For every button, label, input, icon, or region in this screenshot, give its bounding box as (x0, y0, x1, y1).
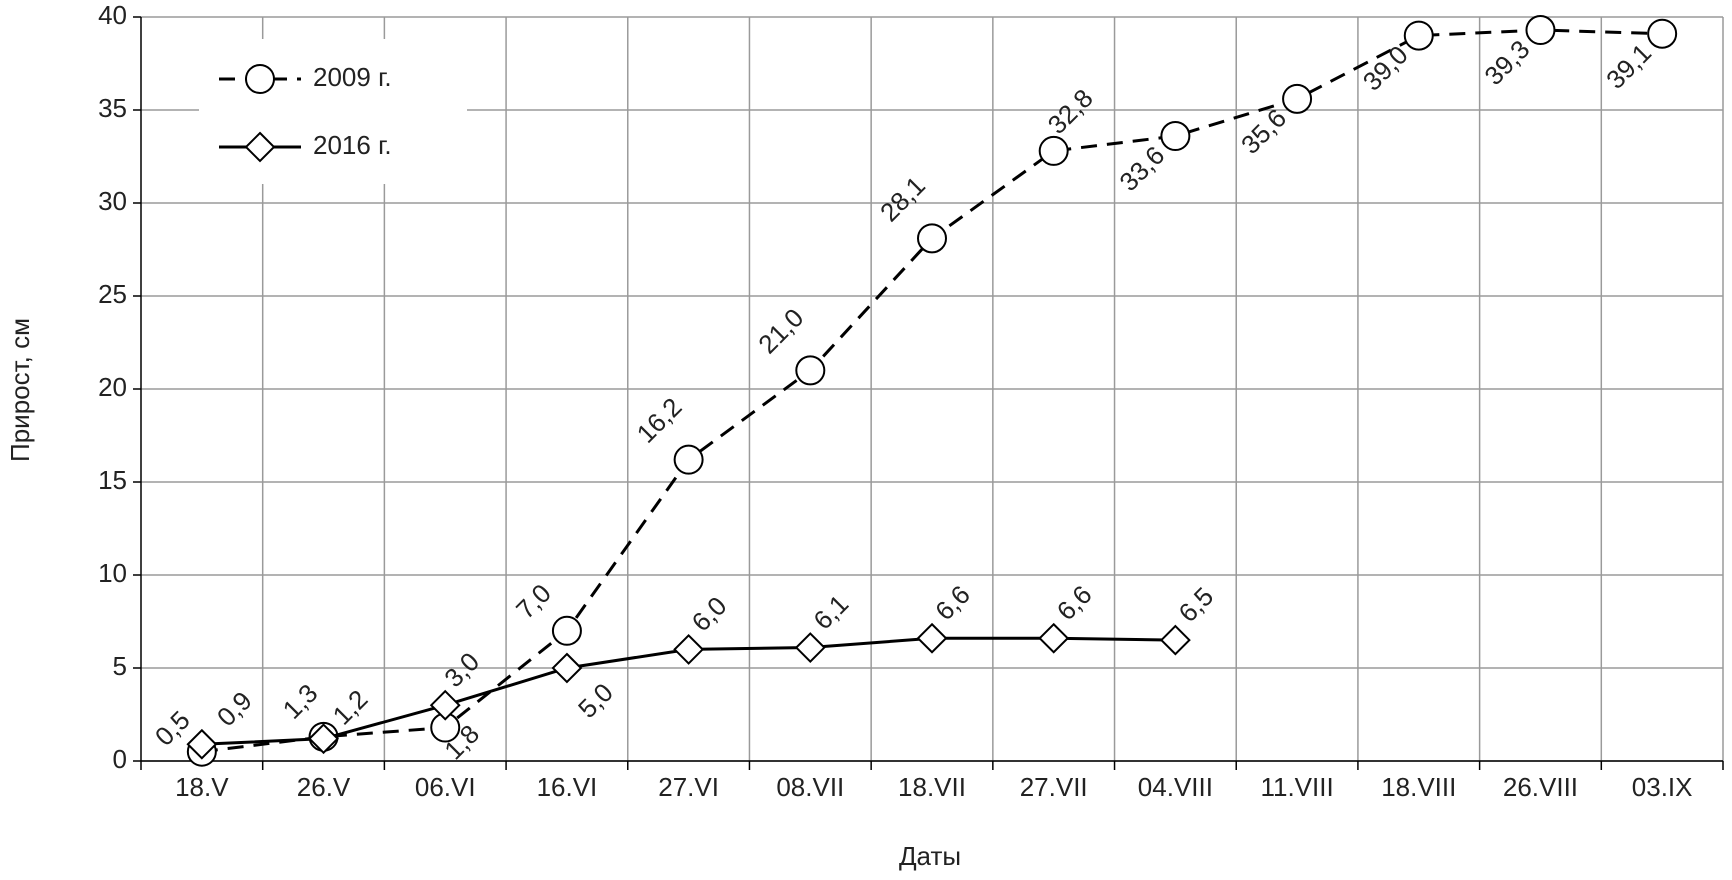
data-label: 35,6 (1235, 103, 1292, 160)
data-label: 6,6 (1051, 579, 1098, 626)
x-tick-label: 18.VIII (1381, 772, 1456, 802)
data-label: 28,1 (874, 170, 931, 227)
y-tick-label: 40 (98, 0, 127, 30)
y-tick-label: 10 (98, 558, 127, 588)
data-point (1282, 83, 1313, 114)
legend-marker (244, 131, 276, 163)
data-point (794, 632, 826, 663)
data-point (551, 652, 583, 684)
y-tick-label: 0 (113, 744, 127, 774)
data-label: 16,2 (631, 392, 688, 449)
data-label: 5,0 (572, 677, 619, 724)
data-label: 6,5 (1172, 581, 1219, 628)
data-point (1038, 135, 1069, 166)
data-label: 3,0 (438, 646, 485, 693)
x-tick-label: 18.VII (898, 772, 966, 802)
data-label: 39,1 (1600, 38, 1657, 95)
x-tick-label: 08.VII (776, 772, 844, 802)
x-tick-label: 26.VIII (1503, 772, 1578, 802)
legend-label: 2016 г. (313, 130, 392, 160)
data-point (795, 355, 826, 386)
data-label: 7,0 (510, 578, 557, 625)
data-label: 33,6 (1113, 140, 1170, 197)
data-point (186, 728, 218, 760)
data-label: 39,0 (1357, 40, 1414, 97)
data-point (551, 615, 582, 646)
data-point (1159, 624, 1191, 656)
x-tick-label: 16.VI (537, 772, 598, 802)
data-point (1525, 15, 1556, 46)
legend-label: 2009 г. (313, 62, 392, 92)
data-label: 21,0 (752, 302, 809, 359)
data-point (916, 622, 948, 654)
data-label: 0,9 (211, 685, 258, 732)
data-point (673, 444, 704, 475)
data-label: 1,2 (327, 684, 374, 731)
data-label: 6,6 (929, 579, 976, 626)
y-tick-label: 35 (98, 93, 127, 123)
data-point (1160, 121, 1191, 152)
data-point (308, 723, 339, 755)
x-tick-label: 18.V (175, 772, 229, 802)
legend-box (199, 39, 467, 184)
x-tick-label: 27.VI (658, 772, 719, 802)
data-point (673, 633, 705, 665)
x-tick-label: 26.V (297, 772, 351, 802)
y-tick-label: 20 (98, 372, 127, 402)
x-axis-title: Даты (899, 841, 961, 871)
y-axis-title: Прирост, см (5, 318, 35, 462)
x-tick-label: 04.VIII (1138, 772, 1213, 802)
y-tick-label: 15 (98, 465, 127, 495)
legend-marker (245, 64, 275, 94)
data-label: 1,3 (277, 678, 324, 725)
x-tick-label: 06.VI (415, 772, 476, 802)
x-tick-label: 03.IX (1632, 772, 1693, 802)
data-label: 39,3 (1478, 34, 1535, 91)
y-tick-label: 30 (98, 186, 127, 216)
data-point (1038, 622, 1070, 654)
data-label: 6,0 (686, 591, 733, 638)
data-point (917, 223, 947, 254)
y-tick-label: 25 (98, 279, 127, 309)
y-tick-label: 5 (113, 651, 127, 681)
data-point (1647, 18, 1678, 49)
data-label: 6,1 (807, 589, 854, 636)
data-point (1403, 20, 1434, 51)
x-tick-label: 27.VII (1020, 772, 1088, 802)
data-point (429, 689, 461, 721)
data-label: 32,8 (1042, 83, 1099, 140)
x-tick-label: 11.VIII (1260, 772, 1333, 802)
